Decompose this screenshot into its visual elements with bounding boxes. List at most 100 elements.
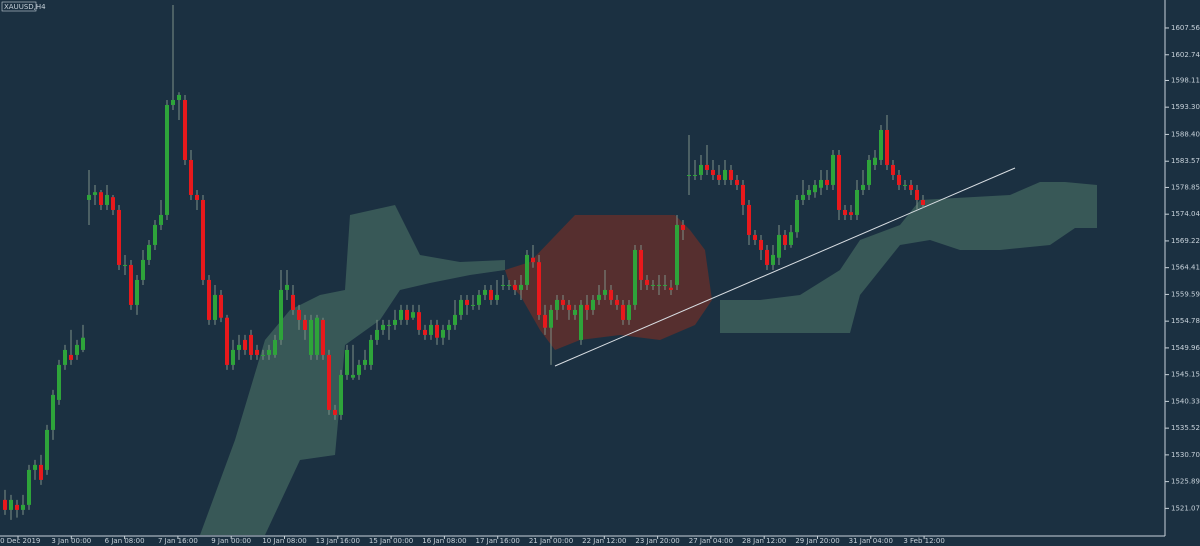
candle-body [537, 262, 541, 315]
candle-body [819, 179, 823, 188]
candle-body [639, 249, 643, 280]
candle-body [471, 304, 475, 306]
candle-body [171, 99, 175, 105]
candle-body [231, 349, 235, 365]
candle-body [651, 284, 655, 286]
x-tick-label: 6 Jan 08:00 [105, 537, 145, 545]
candle-body [111, 197, 115, 210]
candle-body [327, 354, 331, 410]
x-tick-label: 21 Jan 00:00 [529, 537, 573, 545]
candle-body [33, 464, 37, 470]
candle-body [63, 349, 67, 365]
candle-body [753, 234, 757, 240]
candle-body [357, 364, 361, 375]
candle-body [465, 299, 469, 305]
x-tick-label: 23 Jan 20:00 [635, 537, 679, 545]
trend-line [554, 167, 1016, 367]
candle-body [3, 499, 7, 510]
x-tick-label: 28 Jan 12:00 [742, 537, 786, 545]
candle-body [729, 169, 733, 180]
candle-body [249, 334, 253, 355]
candle-body [453, 314, 457, 325]
candle-body [765, 249, 769, 265]
candle-body [375, 329, 379, 340]
candle-body [99, 192, 103, 205]
candle-body [105, 194, 109, 205]
x-tick-label: 30 Dec 2019 [0, 537, 40, 545]
candle-body [891, 164, 895, 175]
candle-body [183, 99, 187, 160]
ichimoku-cloud [720, 182, 1097, 333]
candle-body [849, 212, 853, 215]
candle-body [225, 317, 229, 365]
candle-body [51, 394, 55, 430]
candle-body [777, 234, 781, 258]
candle-body [123, 264, 127, 266]
y-tick-label: 1525.890 [1171, 478, 1200, 486]
candle-body [897, 174, 901, 185]
candle-body [369, 339, 373, 365]
y-tick-label: 1569.225 [1171, 237, 1200, 245]
y-tick-label: 1535.520 [1171, 424, 1200, 432]
candle-body [399, 309, 403, 320]
candle-body [87, 194, 91, 200]
candle-body [879, 129, 883, 160]
candle-body [207, 279, 211, 320]
candle-body [873, 157, 877, 165]
candle-body [75, 344, 79, 355]
candle-body [297, 309, 301, 320]
x-tick-label: 15 Jan 00:00 [369, 537, 413, 545]
candle-body [333, 409, 337, 415]
candle-body [585, 304, 589, 310]
candle-body [489, 289, 493, 300]
candle-body [177, 94, 181, 100]
candle-body [915, 189, 919, 200]
x-tick-label: 16 Jan 08:00 [422, 537, 466, 545]
candle-body [255, 349, 259, 355]
candle-body [69, 354, 73, 360]
y-tick-label: 1564.410 [1171, 264, 1200, 272]
candle-body [633, 249, 637, 305]
candle-body [843, 209, 847, 215]
x-tick-label: 22 Jan 12:00 [582, 537, 626, 545]
candle-body [615, 299, 619, 305]
x-tick-label: 7 Jan 16:00 [158, 537, 198, 545]
candle-body [315, 317, 319, 355]
candle-body [657, 284, 661, 286]
candle-body [549, 309, 553, 328]
candle-body [165, 104, 169, 215]
symbol-box [1, 1, 37, 12]
candle-body [627, 304, 631, 320]
candle-body [303, 319, 307, 330]
candle-body [117, 209, 121, 265]
chart-title: XAUUSD,H4 [4, 3, 46, 11]
candle-body [27, 469, 31, 505]
candle-body [711, 169, 715, 175]
candle-body [417, 312, 421, 330]
candle-body [423, 329, 427, 335]
candle-body [387, 324, 391, 326]
candle-body [435, 324, 439, 338]
y-tick-label: 1549.965 [1171, 344, 1200, 352]
candle-body [405, 309, 409, 320]
candle-body [9, 499, 13, 510]
candle-body [885, 129, 889, 165]
candle-body [699, 164, 703, 175]
y-tick-label: 1545.150 [1171, 371, 1200, 379]
ichimoku-cloud [200, 205, 505, 535]
candle-body [393, 319, 397, 325]
candle-body [669, 287, 673, 290]
y-tick-label: 1607.565 [1171, 24, 1200, 32]
candle-body [279, 289, 283, 340]
candle-body [663, 284, 667, 286]
candle-body [723, 169, 727, 180]
candle-body [441, 329, 445, 338]
y-tick-label: 1574.040 [1171, 210, 1200, 218]
candle-body [477, 294, 481, 305]
candle-body [321, 319, 325, 355]
candle-body [591, 299, 595, 310]
y-tick-label: 1588.400 [1171, 130, 1200, 138]
candle-body [429, 324, 433, 335]
x-tick-label: 3 Jan 00:00 [51, 537, 91, 545]
candle-body [555, 299, 559, 310]
